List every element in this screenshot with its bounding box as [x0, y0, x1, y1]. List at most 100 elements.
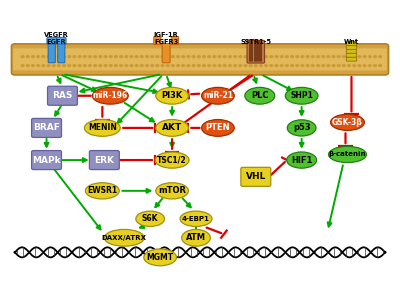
Circle shape [358, 65, 361, 67]
Ellipse shape [182, 229, 210, 246]
Circle shape [249, 56, 252, 58]
Circle shape [342, 56, 345, 58]
Circle shape [151, 65, 154, 67]
Circle shape [94, 56, 96, 58]
Ellipse shape [136, 211, 164, 226]
Circle shape [156, 65, 159, 67]
Circle shape [234, 65, 236, 67]
Circle shape [135, 65, 138, 67]
Text: MENIN: MENIN [88, 123, 117, 132]
Circle shape [244, 56, 247, 58]
FancyBboxPatch shape [346, 46, 357, 49]
Circle shape [306, 56, 309, 58]
Circle shape [316, 56, 319, 58]
Circle shape [73, 56, 76, 58]
Ellipse shape [156, 87, 188, 104]
Circle shape [374, 56, 376, 58]
FancyBboxPatch shape [12, 44, 388, 75]
Circle shape [260, 56, 262, 58]
Circle shape [342, 65, 345, 67]
Circle shape [291, 56, 294, 58]
Ellipse shape [156, 119, 188, 136]
Circle shape [32, 56, 34, 58]
Circle shape [348, 65, 350, 67]
Circle shape [172, 65, 174, 67]
Circle shape [363, 65, 366, 67]
Text: miR-196: miR-196 [93, 91, 128, 100]
Circle shape [327, 56, 330, 58]
Circle shape [63, 56, 66, 58]
Circle shape [270, 56, 273, 58]
Circle shape [37, 56, 40, 58]
Circle shape [208, 65, 210, 67]
Circle shape [353, 56, 356, 58]
Circle shape [182, 65, 185, 67]
Circle shape [140, 65, 143, 67]
Circle shape [42, 56, 45, 58]
FancyBboxPatch shape [32, 118, 62, 137]
Circle shape [239, 56, 242, 58]
Circle shape [161, 65, 164, 67]
Circle shape [182, 56, 185, 58]
Ellipse shape [84, 119, 120, 136]
Ellipse shape [156, 183, 188, 199]
Circle shape [218, 56, 221, 58]
FancyBboxPatch shape [247, 40, 264, 63]
Circle shape [213, 65, 216, 67]
Circle shape [286, 65, 288, 67]
Circle shape [104, 65, 107, 67]
Circle shape [213, 56, 216, 58]
Circle shape [208, 56, 210, 58]
Circle shape [21, 65, 24, 67]
Circle shape [270, 65, 273, 67]
Circle shape [296, 65, 299, 67]
Text: DAXX/ATRX: DAXX/ATRX [102, 235, 147, 241]
Circle shape [109, 56, 112, 58]
Circle shape [140, 56, 143, 58]
Circle shape [109, 65, 112, 67]
Text: VHL: VHL [246, 172, 266, 181]
Text: β-catenin: β-catenin [329, 151, 366, 157]
Circle shape [198, 65, 200, 67]
Ellipse shape [202, 119, 234, 136]
Circle shape [275, 65, 278, 67]
FancyBboxPatch shape [346, 50, 357, 53]
Text: EWSR1: EWSR1 [87, 186, 118, 195]
Ellipse shape [85, 183, 119, 199]
Text: Wnt: Wnt [344, 39, 359, 45]
Circle shape [306, 65, 309, 67]
FancyBboxPatch shape [32, 151, 62, 169]
Circle shape [254, 56, 257, 58]
FancyBboxPatch shape [346, 54, 357, 57]
Text: p53: p53 [293, 123, 310, 132]
Circle shape [337, 65, 340, 67]
Circle shape [151, 56, 154, 58]
Circle shape [94, 65, 96, 67]
Circle shape [322, 65, 324, 67]
Ellipse shape [202, 87, 234, 104]
Text: AKT: AKT [162, 123, 182, 132]
Text: IGF-1R
FGFR3: IGF-1R FGFR3 [154, 32, 178, 45]
Text: BRAF: BRAF [33, 123, 60, 132]
Circle shape [379, 65, 382, 67]
Circle shape [312, 65, 314, 67]
Text: SHP1: SHP1 [290, 91, 313, 100]
Circle shape [125, 56, 128, 58]
Circle shape [104, 56, 107, 58]
Text: HIF1: HIF1 [291, 156, 312, 165]
Ellipse shape [104, 229, 144, 246]
Circle shape [99, 56, 102, 58]
Circle shape [52, 65, 55, 67]
Text: PTEN: PTEN [206, 123, 230, 132]
Circle shape [358, 56, 361, 58]
Circle shape [234, 56, 236, 58]
Circle shape [374, 65, 376, 67]
Circle shape [280, 65, 283, 67]
Ellipse shape [144, 249, 176, 266]
Circle shape [130, 56, 133, 58]
Ellipse shape [155, 152, 189, 168]
Circle shape [99, 65, 102, 67]
Circle shape [265, 56, 268, 58]
Circle shape [301, 56, 304, 58]
Circle shape [192, 65, 195, 67]
